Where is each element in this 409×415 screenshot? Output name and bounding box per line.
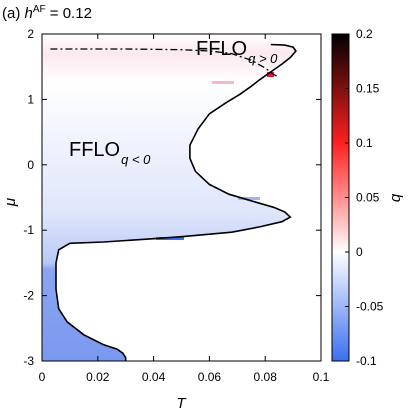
x-tick-label: 0.08 <box>254 370 278 384</box>
ordered-region-fill <box>42 34 296 361</box>
y-tick-label: 0 <box>27 158 34 172</box>
x-axis: 0 0.02 0.04 0.06 0.08 0.1 <box>39 34 330 384</box>
dash-dot-boundary <box>50 48 280 78</box>
x-tick-label: 0 <box>39 370 46 384</box>
colorbar-label: q <box>387 193 404 202</box>
colorbar-tick-label: 0.2 <box>356 27 373 41</box>
x-tick-label: 0.02 <box>86 370 110 384</box>
y-tick-label: -2 <box>23 289 34 303</box>
heatmap-area <box>42 34 297 361</box>
colorbar-axis: -0.1 -0.05 0 0.05 0.1 0.15 0.2 <box>345 27 384 368</box>
dark-blue-streak <box>156 237 184 240</box>
colorbar-tick-label: 0.05 <box>356 191 380 205</box>
y-tick-label: -1 <box>23 223 34 237</box>
y-axis: -3 -2 -1 0 1 2 <box>23 27 321 368</box>
plot-frame <box>41 33 322 362</box>
y-axis-label: μ <box>2 198 19 207</box>
region-label-fflo-positive: FFLOq > 0 <box>196 38 278 66</box>
colorbar-tick-label: -0.1 <box>356 354 377 368</box>
region-label-fflo-negative: FFLOq < 0 <box>69 139 151 167</box>
pink-streak <box>212 81 234 84</box>
x-axis-label: T <box>176 395 187 412</box>
x-tick-label: 0.06 <box>198 370 222 384</box>
phase-boundary-line <box>55 43 297 361</box>
colorbar-tick-label: 0.15 <box>356 82 380 96</box>
colorbar-tick-label: 0 <box>356 245 363 259</box>
x-tick-label: 0.04 <box>142 370 166 384</box>
y-tick-label: 2 <box>27 27 34 41</box>
y-tick-label: -3 <box>23 354 34 368</box>
colorbar-tick-label: -0.05 <box>356 300 384 314</box>
panel-title: (a) hAF = 0.12 <box>2 4 92 22</box>
x-tick-label: 0.1 <box>313 370 330 384</box>
red-cell <box>267 72 274 77</box>
blue-streak <box>238 197 260 200</box>
y-tick-label: 1 <box>27 92 34 106</box>
colorbar-tick-label: 0.1 <box>356 136 373 150</box>
